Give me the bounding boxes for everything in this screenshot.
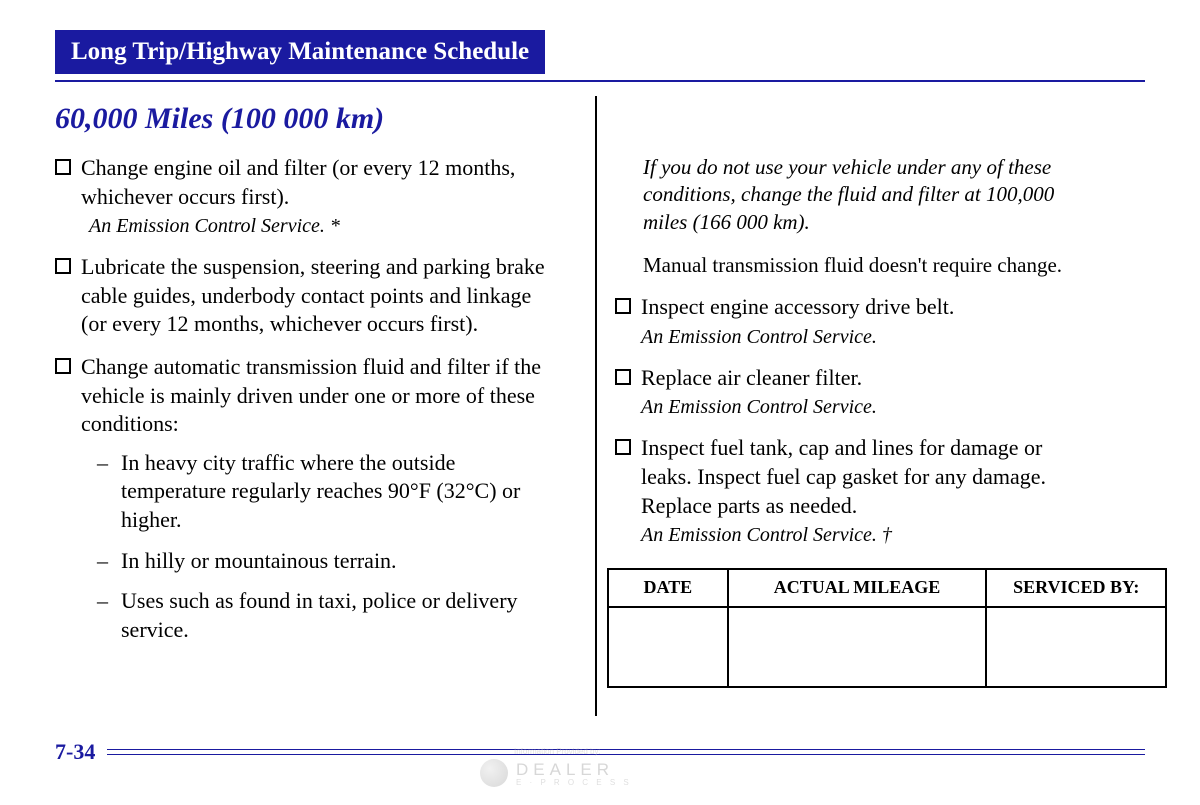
item-text: Change engine oil and filter (or every 1…	[81, 155, 515, 209]
table-cell	[608, 607, 728, 687]
watermark-brand: DEALER	[516, 760, 632, 780]
conditions-list: In heavy city traffic where the outside …	[81, 449, 545, 645]
footer-rule	[107, 749, 1145, 755]
list-item: In hilly or mountainous terrain.	[97, 547, 545, 576]
checklist-item: Change automatic transmission fluid and …	[55, 353, 545, 656]
watermark-sub: E · P R O C E S S	[516, 778, 632, 787]
item-text: Change automatic transmission fluid and …	[81, 354, 541, 436]
table-header: ACTUAL MILEAGE	[728, 569, 987, 606]
list-item: In heavy city traffic where the outside …	[97, 449, 545, 535]
mileage-heading: 60,000 Miles (100 000 km)	[55, 102, 1160, 136]
watermark: Information Provided by: DEALER E · P R …	[480, 759, 632, 787]
page-number: 7-34	[55, 739, 95, 765]
checklist-item: Replace air cleaner filter. An Emission …	[615, 364, 1095, 421]
item-text: Replace air cleaner filter.	[641, 365, 862, 390]
list-item: Uses such as found in taxi, police or de…	[97, 587, 545, 644]
table-cell	[986, 607, 1166, 687]
item-note: An Emission Control Service.	[641, 324, 1095, 350]
checkbox-icon	[615, 369, 631, 385]
watermark-tag: Information Provided by:	[514, 747, 601, 756]
checklist-item: Change engine oil and filter (or every 1…	[55, 154, 545, 239]
checkbox-icon	[55, 358, 71, 374]
item-note: An Emission Control Service.	[641, 394, 1095, 420]
table-row	[608, 607, 1166, 687]
checklist-item: Inspect engine accessory drive belt. An …	[615, 293, 1095, 350]
checklist-item: Lubricate the suspension, steering and p…	[55, 253, 545, 339]
item-note: An Emission Control Service. *	[89, 213, 545, 239]
checkbox-icon	[615, 439, 631, 455]
table-header: DATE	[608, 569, 728, 606]
item-text: Lubricate the suspension, steering and p…	[81, 254, 545, 336]
plain-paragraph: Manual transmission fluid doesn't requir…	[643, 252, 1095, 279]
checkbox-icon	[615, 298, 631, 314]
checkbox-icon	[55, 258, 71, 274]
checklist-item: Inspect fuel tank, cap and lines for dam…	[615, 434, 1095, 548]
content-columns: Change engine oil and filter (or every 1…	[55, 154, 1155, 688]
column-divider	[595, 96, 597, 716]
globe-icon	[480, 759, 508, 787]
intro-paragraph: If you do not use your vehicle under any…	[643, 154, 1095, 236]
table-header: SERVICED BY:	[986, 569, 1166, 606]
checkbox-icon	[55, 159, 71, 175]
table-cell	[728, 607, 987, 687]
item-text: Inspect engine accessory drive belt.	[641, 294, 954, 319]
service-record-table: DATE ACTUAL MILEAGE SERVICED BY:	[607, 568, 1167, 687]
title-rule	[55, 80, 1145, 82]
title-bar: Long Trip/Highway Maintenance Schedule	[55, 30, 545, 74]
left-column: Change engine oil and filter (or every 1…	[55, 154, 575, 688]
item-text: Inspect fuel tank, cap and lines for dam…	[641, 435, 1046, 517]
right-column: If you do not use your vehicle under any…	[575, 154, 1095, 688]
item-note: An Emission Control Service. †	[641, 522, 1095, 548]
